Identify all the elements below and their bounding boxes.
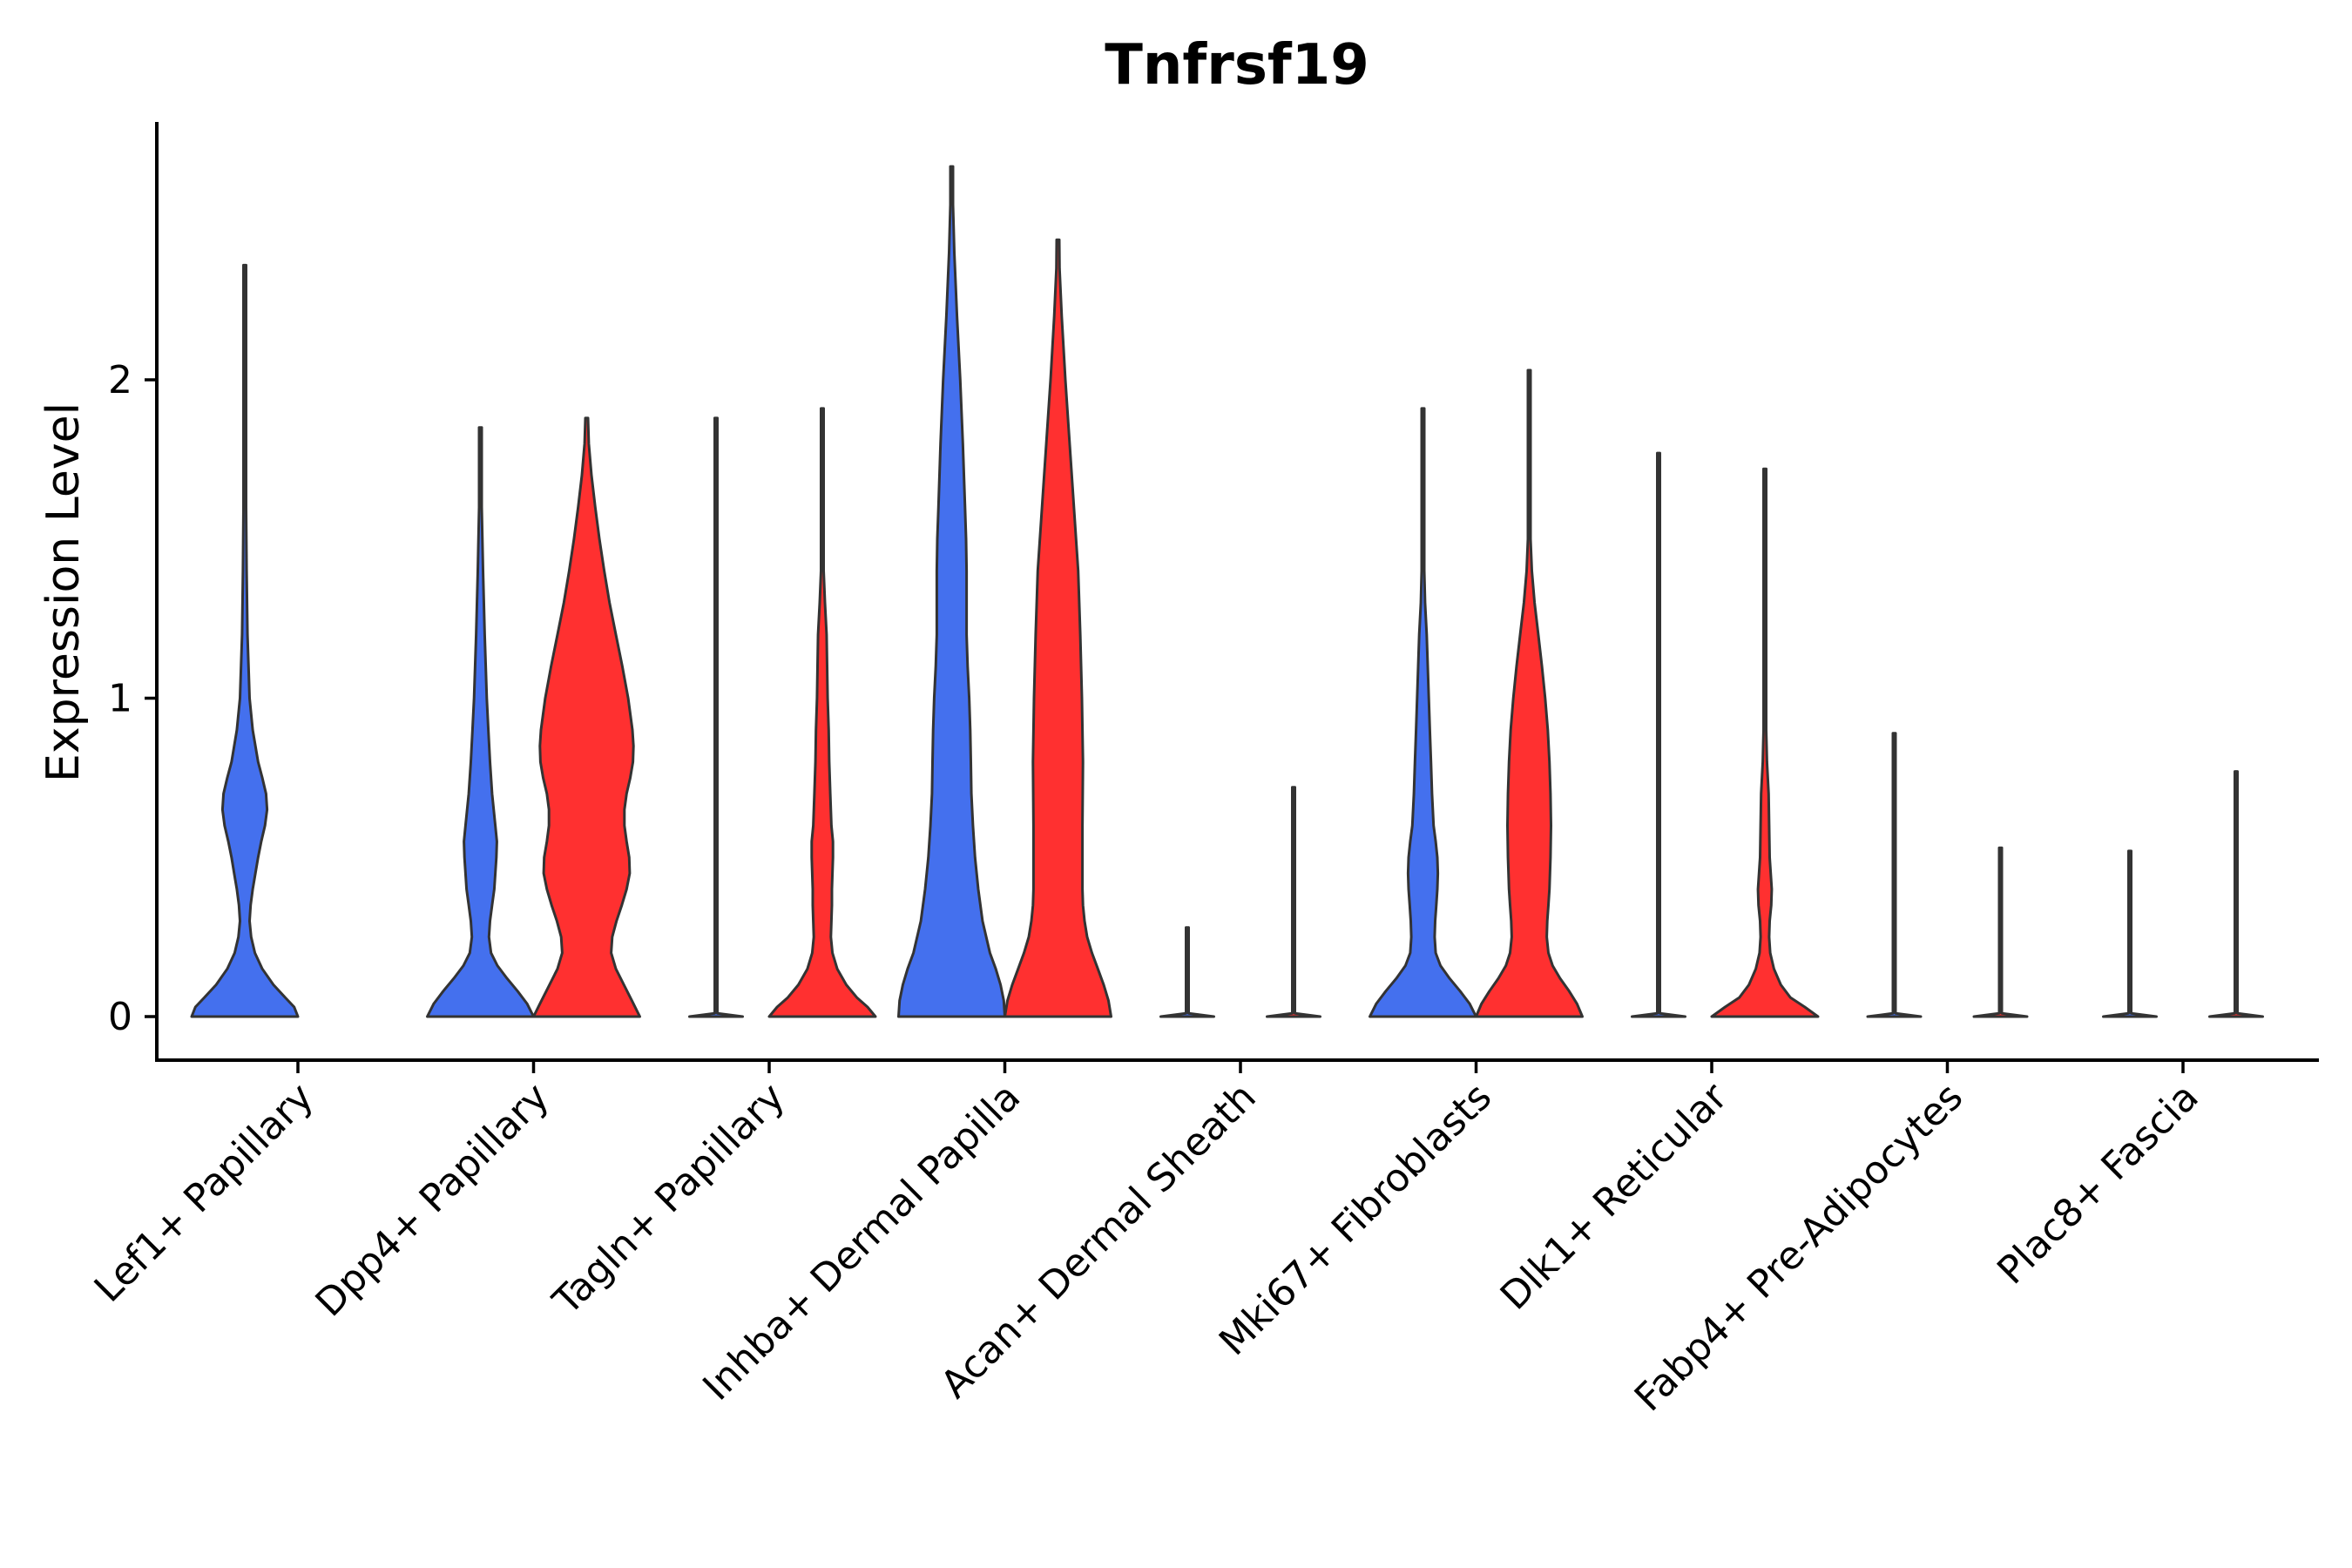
violin-dlk1-reticular-blue	[1631, 451, 1686, 1018]
violin-mki67-fibroblasts-red	[1475, 368, 1584, 1018]
violin-tagln-papillary-red	[767, 407, 877, 1018]
violin-acan-dermal-sheath-blue	[1159, 926, 1215, 1018]
chart-title: Tnfrsf19	[1105, 33, 1369, 98]
violin-layer	[190, 165, 2264, 1018]
y-tick-label: 2	[108, 358, 132, 402]
x-tick-label-plac8-fascia: Plac8+ Fascia	[1989, 1075, 2207, 1294]
x-tick-label-dlk1-reticular: Dlk1+ Reticular	[1492, 1074, 1737, 1319]
violin-mki67-fibroblasts-blue	[1369, 407, 1477, 1018]
violin-acan-dermal-sheath-red	[1266, 786, 1321, 1018]
violin-lef1-papillary-blue	[190, 263, 300, 1018]
y-tick-label: 0	[108, 995, 132, 1039]
violin-plac8-fascia-blue	[2102, 849, 2158, 1018]
x-tick-label-dpp4-papillary: Dpp4+ Papillary	[308, 1075, 558, 1326]
violin-tagln-papillary-blue	[688, 416, 744, 1018]
x-tick-label-tagln-papillary: Tagln+ Papillary	[544, 1075, 794, 1324]
violin-inhba-dermal-papilla-blue	[897, 165, 1006, 1018]
axes	[155, 122, 2319, 1062]
y-ticks: 0 1 2	[108, 358, 157, 1039]
violin-plac8-fascia-red	[2208, 770, 2264, 1018]
violin-fabp4-pre-adipocytes-blue	[1866, 732, 1923, 1018]
violin-dpp4-papillary-blue	[426, 426, 535, 1018]
violin-dpp4-papillary-red	[532, 416, 641, 1018]
violin-dlk1-reticular-red	[1710, 467, 1820, 1018]
x-tick-label-mki67-fibroblasts: Mki67+ Fibroblasts	[1211, 1075, 1500, 1364]
x-tick-label-lef1-papillary: Lef1+ Papillary	[86, 1075, 322, 1311]
y-tick-label: 1	[108, 677, 132, 721]
violin-inhba-dermal-papilla-red	[1004, 238, 1112, 1018]
y-axis-label: Expression Level	[37, 402, 90, 782]
violin-fabp4-pre-adipocytes-red	[1972, 846, 2029, 1018]
